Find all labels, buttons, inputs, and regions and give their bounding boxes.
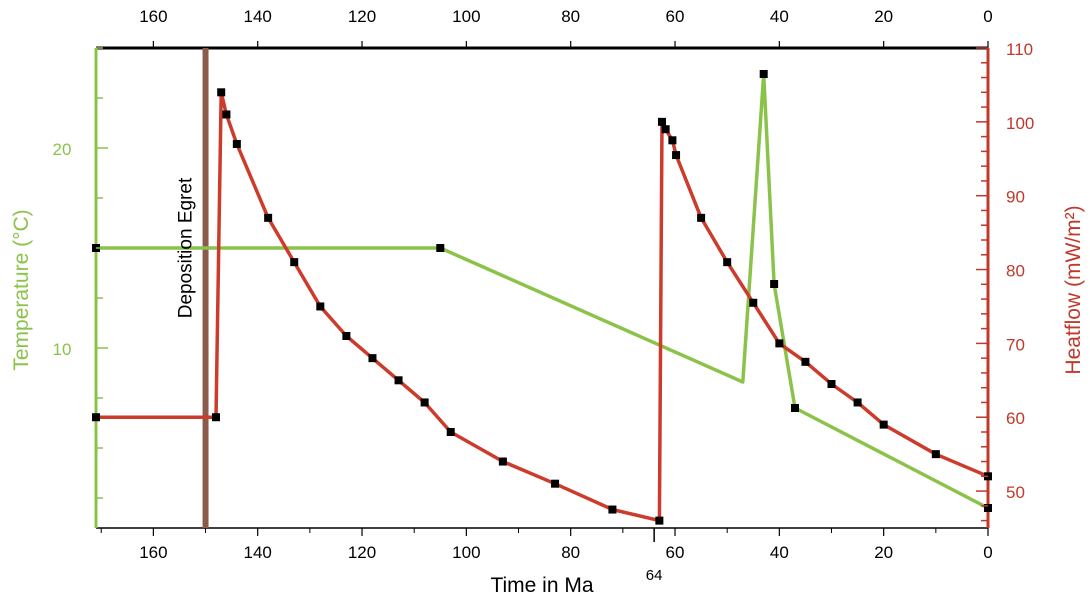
heatflow-marker: [801, 357, 810, 366]
heatflow-marker: [342, 332, 351, 340]
y-right-tick-label: 70: [1006, 335, 1025, 354]
x-extra-label: 64: [646, 567, 663, 584]
heatflow-marker: [672, 151, 681, 160]
y-right-tick-label: 80: [1006, 262, 1025, 281]
heatflow-marker: [655, 516, 664, 525]
heatflow-marker: [92, 413, 100, 422]
heatflow-marker: [394, 376, 403, 385]
heatflow-marker: [498, 457, 507, 466]
temperature-marker: [984, 504, 992, 512]
heatflow-marker: [749, 298, 758, 307]
y-right-tick-label: 60: [1006, 409, 1025, 428]
temperature-marker: [436, 244, 445, 252]
x-top-tick-label: 140: [244, 7, 272, 26]
heatflow-marker: [853, 398, 862, 407]
x-tick-label: 140: [244, 543, 272, 562]
x-top-tick-label: 80: [561, 7, 580, 26]
deposition-label: Deposition Egret: [176, 177, 197, 318]
heatflow-marker: [232, 140, 241, 148]
heatflow-marker: [264, 213, 273, 222]
temperature-marker: [770, 280, 779, 288]
heatflow-marker: [211, 413, 220, 422]
x-tick-label: 0: [983, 543, 992, 562]
y-right-tick-label: 110: [1006, 40, 1033, 59]
temperature-line: [96, 72, 989, 510]
heatflow-marker: [222, 110, 231, 119]
y-right-tick-label: 50: [1006, 483, 1025, 502]
y-left-tick-label: 10: [53, 340, 72, 359]
x-tick-label: 160: [139, 543, 167, 562]
heatflow-marker: [316, 302, 325, 311]
temperature-marker: [790, 404, 799, 412]
heatflow-marker: [697, 213, 706, 222]
heatflow-marker: [290, 258, 299, 267]
series-layer: [92, 70, 992, 525]
x-tick-label: 120: [348, 543, 376, 562]
x-tick-label: 100: [452, 543, 480, 562]
heatflow-marker: [657, 117, 666, 126]
y-left-axis-title: Temperature (°C): [10, 209, 33, 370]
temperature-marker: [759, 70, 768, 78]
x-top-tick-label: 40: [770, 7, 789, 26]
heatflow-marker: [723, 258, 732, 267]
x-axis-title: Time in Ma: [490, 574, 593, 597]
y-right-tick-label: 100: [1006, 114, 1034, 133]
plot-frame: [94, 46, 990, 529]
x-top-tick-label: 160: [139, 7, 167, 26]
y-right-tick-label: 90: [1006, 188, 1025, 207]
heatflow-marker: [551, 479, 560, 488]
x-top-tick-label: 60: [666, 7, 685, 26]
x-top-tick-label: 120: [348, 7, 376, 26]
x-tick-label: 20: [874, 543, 893, 562]
y-left-tick-label: 20: [53, 140, 72, 159]
heatflow-marker: [420, 398, 429, 407]
heatflow-marker: [661, 125, 670, 134]
heatflow-marker: [879, 420, 888, 429]
x-top-tick-label: 100: [452, 7, 480, 26]
heatflow-marker: [931, 450, 940, 459]
heatflow-marker: [608, 505, 617, 514]
heatflow-marker: [217, 88, 226, 97]
x-tick-label: 40: [770, 543, 789, 562]
heatflow-line: [96, 90, 989, 523]
heatflow-marker: [827, 380, 836, 388]
x-top-tick-label: 20: [874, 7, 893, 26]
heatflow-marker: [446, 428, 455, 436]
heatflow-marker: [668, 136, 677, 145]
tick-layer: [96, 41, 989, 542]
heatflow-marker: [775, 339, 784, 348]
heatflow-marker: [368, 354, 377, 363]
x-top-tick-label: 0: [983, 7, 992, 26]
x-tick-label: 80: [561, 543, 580, 562]
x-tick-label: 60: [666, 543, 685, 562]
y-right-axis-title: Heatflow (mW/m²): [1062, 205, 1085, 374]
